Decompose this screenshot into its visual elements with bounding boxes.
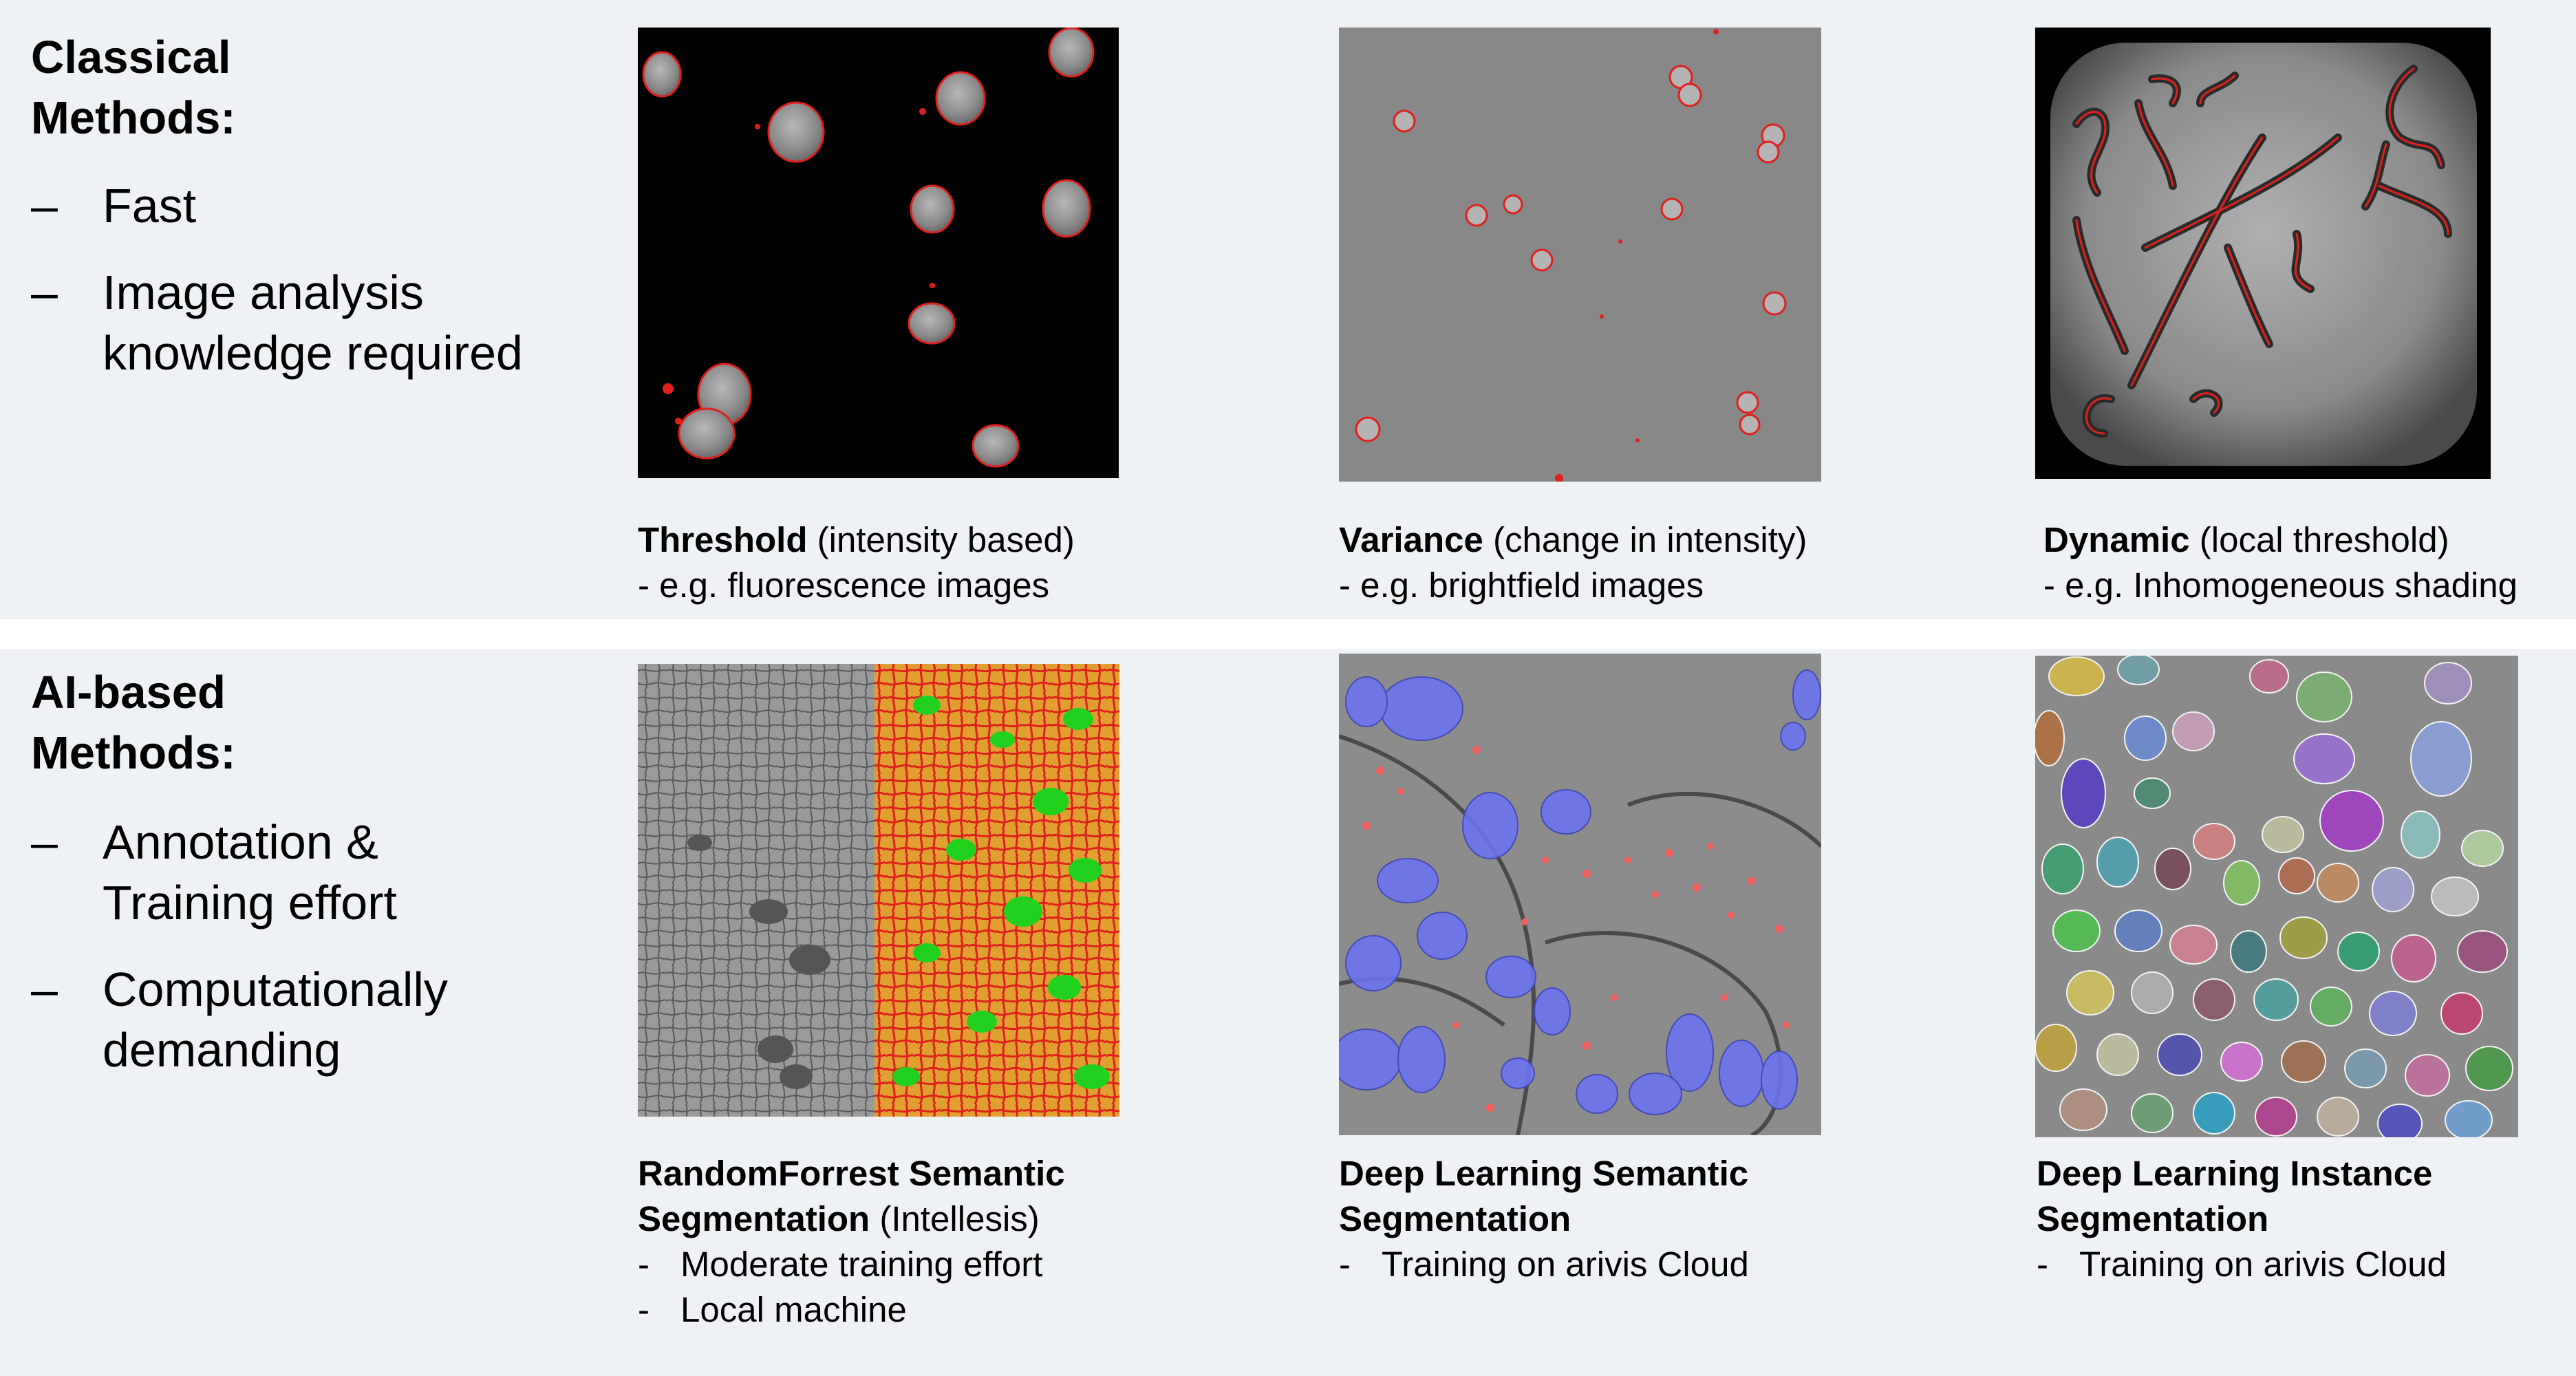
bullet-text: Computationally (103, 963, 448, 1016)
sub-dash: - (2037, 1245, 2048, 1284)
bullet-text: Image analysis (103, 266, 424, 319)
ai-bullet-list: – Annotation & Training effort – Computa… (31, 812, 448, 1106)
dl-semantic-caption-title: Deep Learning Semantic (1339, 1154, 1749, 1193)
sub-dash: - (638, 1245, 650, 1284)
threshold-caption-qualifier: (intensity based) (807, 520, 1075, 559)
variance-caption-title: Variance (1339, 520, 1483, 559)
randomforest-segmentation-image (638, 664, 1119, 1117)
randomforest-caption-title: RandomForrest Semantic (638, 1154, 1065, 1193)
bullet-text: Annotation & (103, 815, 378, 869)
bullet-dash: – (31, 815, 58, 869)
dl-semantic-caption-title-continued: Segmentation (1339, 1199, 1571, 1238)
bullet-annotation: – Annotation & Training effort (31, 812, 448, 933)
dl-instance-caption-title-continued: Segmentation (2037, 1199, 2269, 1238)
threshold-caption-example: - e.g. fluorescence images (638, 566, 1050, 605)
classical-title-line2: Methods: (31, 92, 236, 144)
dynamic-caption-title: Dynamic (2043, 520, 2190, 559)
randomforest-caption: RandomForrest Semantic Segmentation (Int… (638, 1151, 1065, 1333)
dynamic-caption-qualifier: (local threshold) (2189, 520, 2449, 559)
classical-heading: Classical Methods: (31, 28, 236, 149)
bullet-text: Fast (103, 179, 197, 233)
ai-title-line2: Methods: (31, 727, 236, 779)
dynamic-caption: Dynamic (local threshold) - e.g. Inhomog… (2043, 517, 2518, 608)
deeplearning-instance-image (2035, 656, 2518, 1137)
bullet-text-continued: knowledge required (103, 326, 523, 380)
bullet-computational: – Computationally demanding (31, 959, 448, 1080)
randomforest-caption-point: - Local machine (638, 1287, 1065, 1333)
classical-title-line1: Classical (31, 32, 231, 83)
bullet-knowledge: – Image analysis knowledge required (31, 262, 523, 383)
deeplearning-instance-caption: Deep Learning Instance Segmentation - Tra… (2037, 1151, 2447, 1287)
variance-caption-qualifier: (change in intensity) (1483, 520, 1807, 559)
dynamic-shading-image (2035, 28, 2491, 479)
ai-heading: AI-based Methods: (31, 663, 236, 784)
threshold-caption: Threshold (intensity based) - e.g. fluor… (638, 517, 1075, 608)
threshold-caption-title: Threshold (638, 520, 808, 559)
randomforest-caption-point: - Moderate training effort (638, 1242, 1065, 1287)
dynamic-caption-example: - e.g. Inhomogeneous shading (2043, 566, 2518, 605)
bullet-text-continued: demanding (103, 1023, 341, 1077)
randomforest-caption-qualifier: (Intellesis) (870, 1199, 1040, 1238)
variance-caption-example: - e.g. brightfield images (1339, 566, 1704, 605)
sub-text: Training on arivis Cloud (1382, 1245, 1749, 1284)
threshold-fluorescence-image (638, 28, 1119, 478)
bullet-dash: – (31, 179, 58, 233)
sub-dash: - (638, 1290, 650, 1329)
sub-dash: - (1339, 1245, 1351, 1284)
deeplearning-semantic-image (1339, 654, 1821, 1135)
bullet-fast: – Fast (31, 175, 523, 236)
variance-caption: Variance (change in intensity) - e.g. br… (1339, 517, 1807, 608)
dl-instance-caption-title: Deep Learning Instance (2037, 1154, 2433, 1193)
randomforest-caption-title-continued: Segmentation (638, 1199, 870, 1238)
dl-instance-caption-point: - Training on arivis Cloud (2037, 1242, 2447, 1287)
deeplearning-semantic-caption: Deep Learning Semantic Segmentation - Tra… (1339, 1151, 1749, 1287)
sub-text: Local machine (680, 1290, 907, 1329)
bullet-dash: – (31, 963, 58, 1016)
classical-bullet-list: – Fast – Image analysis knowledge requir… (31, 175, 523, 409)
bullet-text-continued: Training effort (103, 876, 397, 929)
sub-text: Moderate training effort (680, 1245, 1043, 1284)
sub-text: Training on arivis Cloud (2079, 1245, 2447, 1284)
dl-semantic-caption-point: - Training on arivis Cloud (1339, 1242, 1749, 1287)
bullet-dash: – (31, 266, 58, 319)
variance-brightfield-image (1339, 28, 1821, 482)
ai-title-line1: AI-based (31, 667, 226, 718)
